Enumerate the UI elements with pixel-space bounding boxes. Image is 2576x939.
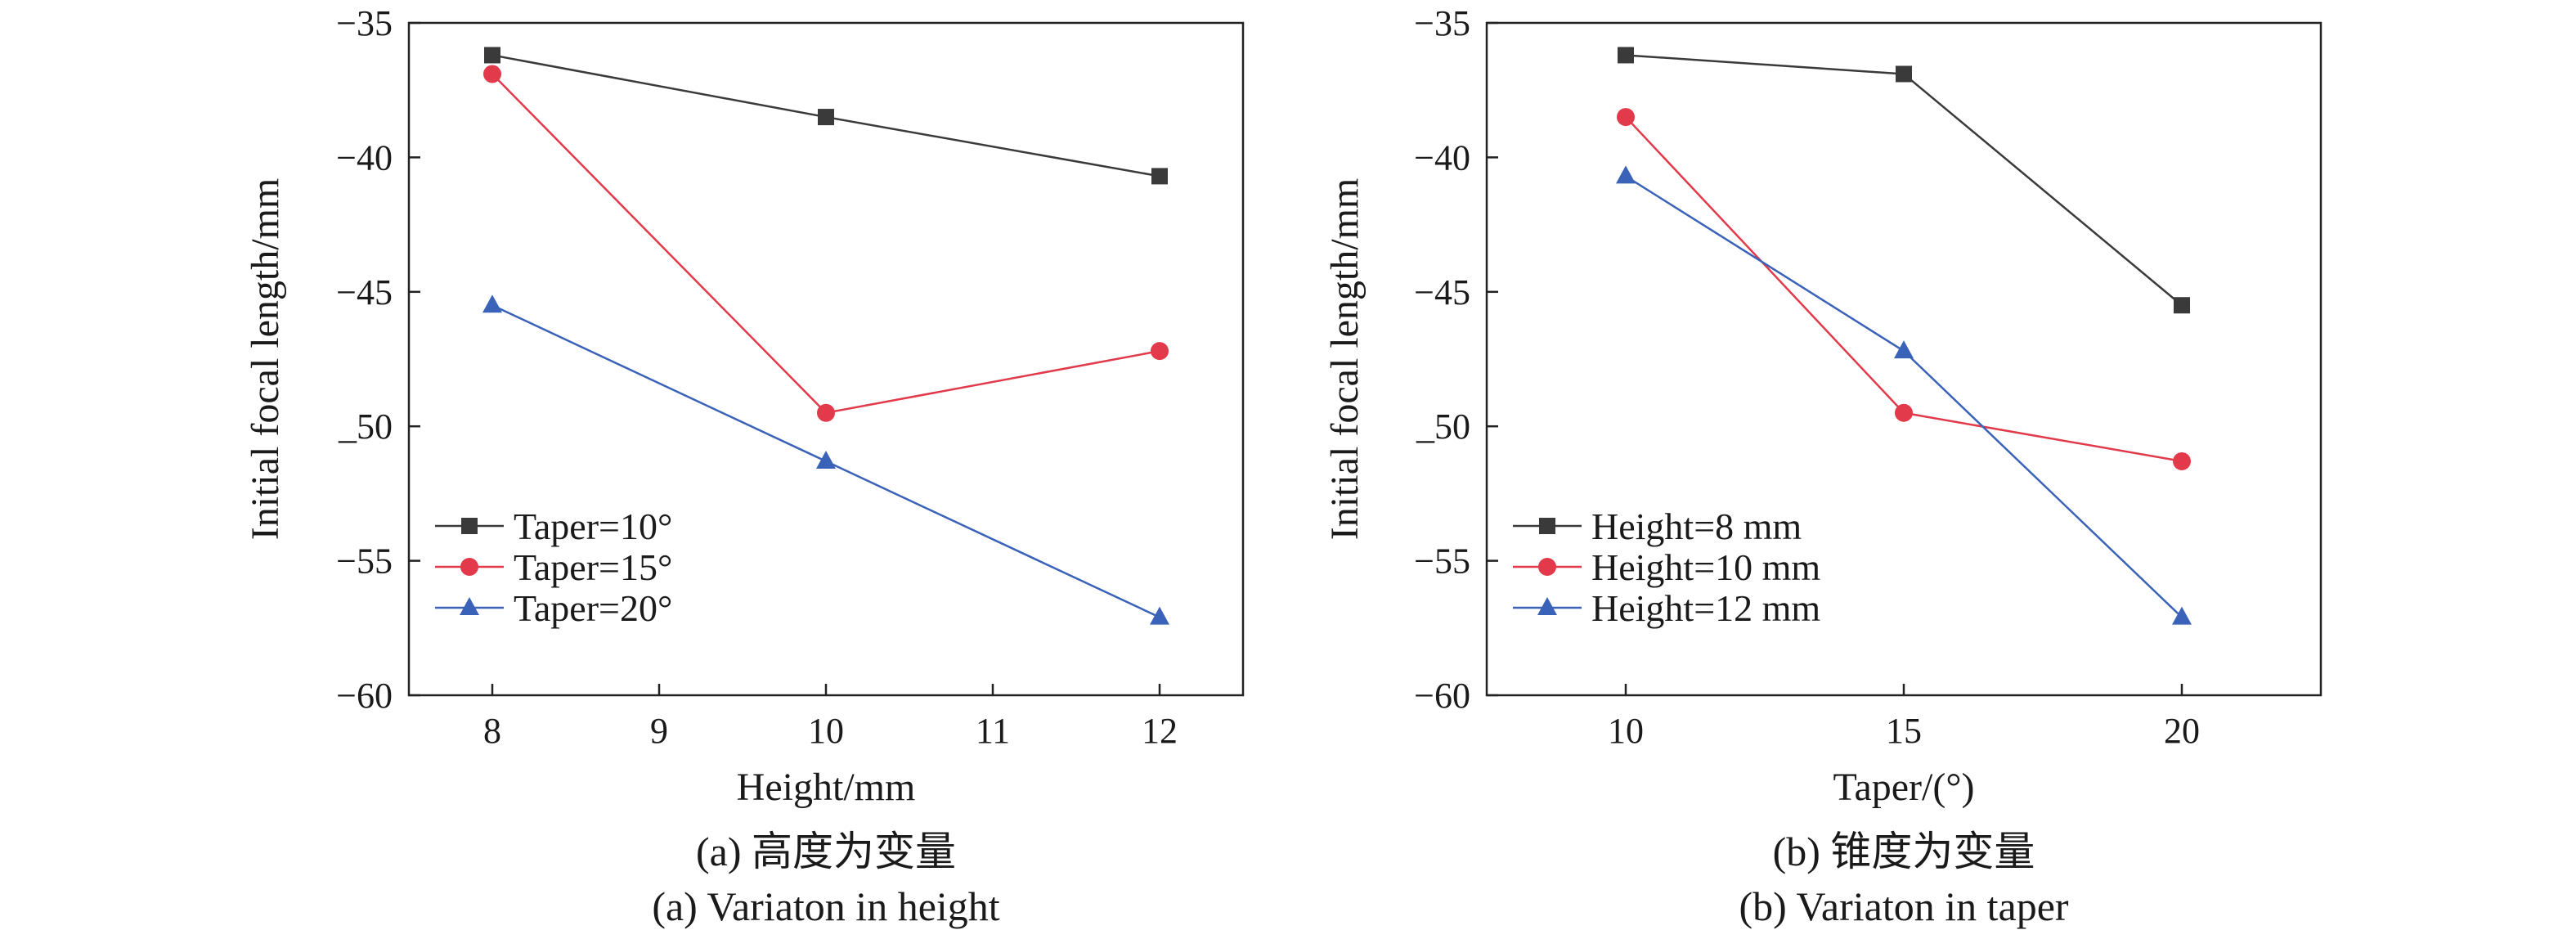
y-tick-label: −60 (336, 676, 393, 716)
data-point-series-1 (484, 47, 500, 64)
legend-label: Taper=10° (514, 505, 672, 547)
legend-label: Height=12 mm (1591, 587, 1820, 629)
legend-marker (460, 597, 479, 615)
caption-english: (a) Variaton in height (652, 883, 999, 929)
data-point-series-3 (1894, 340, 1914, 359)
data-point-series-1 (1896, 65, 1912, 83)
series-line-1 (1625, 54, 2183, 307)
caption-chinese: (a) 高度为变量 (696, 829, 956, 874)
legend-marker (1537, 597, 1557, 615)
y-tick-label: −45 (1414, 272, 1470, 312)
x-tick-label: 10 (808, 711, 844, 751)
y-tick-label: −55 (336, 541, 393, 582)
x-tick-label: 8 (483, 711, 501, 751)
x-tick-label: 9 (650, 711, 668, 751)
legend-marker (1539, 518, 1555, 534)
data-point-series-1 (818, 109, 834, 126)
caption-english: (b) Variaton in taper (1739, 883, 2068, 929)
data-point-series-2 (1895, 403, 1913, 422)
x-tick-label: 12 (1142, 711, 1178, 751)
data-point-series-2 (817, 403, 835, 422)
y-tick-label: −60 (1414, 676, 1470, 716)
data-point-series-2 (1151, 342, 1169, 361)
x-tick-label: 20 (2164, 711, 2200, 751)
data-point-series-2 (1617, 108, 1635, 127)
data-point-series-2 (2173, 452, 2191, 470)
data-point-series-3 (2172, 606, 2192, 625)
data-point-series-1 (2174, 297, 2190, 314)
y-tick-label: −35 (336, 3, 393, 43)
data-point-series-3 (482, 294, 502, 313)
y-tick-label: −40 (1414, 137, 1470, 177)
legend-label: Height=10 mm (1591, 546, 1820, 588)
legend-marker (460, 558, 478, 576)
legend-marker (461, 518, 478, 534)
data-point-series-1 (1618, 47, 1634, 64)
legend-marker (1538, 558, 1556, 576)
y-tick-label: _50 (1416, 407, 1470, 447)
x-axis-title: Height/mm (737, 766, 916, 809)
legend-label: Taper=15° (514, 546, 672, 588)
y-axis-title: Initial focal length/mm (244, 178, 287, 541)
data-point-series-3 (1616, 165, 1636, 184)
x-tick-label: 15 (1886, 711, 1922, 751)
legend-label: Taper=20° (514, 587, 672, 629)
y-tick-label: −35 (1414, 3, 1470, 43)
caption-chinese: (b) 锥度为变量 (1773, 829, 2035, 874)
data-point-series-2 (483, 65, 501, 83)
x-tick-label: 11 (976, 711, 1010, 751)
x-tick-label: 10 (1608, 711, 1644, 751)
y-tick-label: −40 (336, 137, 393, 177)
data-point-series-3 (1150, 606, 1169, 625)
x-axis-title: Taper/(°) (1833, 766, 1974, 809)
y-tick-label: _50 (338, 407, 393, 447)
chart-panel-height: 8 9 10 11 12−35−40−45_50−55−60 Taper=10°Tape… (244, 3, 1245, 929)
data-point-series-1 (1151, 168, 1168, 185)
y-tick-label: −55 (1414, 541, 1470, 582)
chart-panel-taper: 10 15 20−35−40−45_50−55−60 Height=8 mmHeig… (1323, 3, 2322, 929)
y-tick-label: −45 (336, 272, 393, 312)
y-axis-title: Initial focal length/mm (1323, 178, 1367, 541)
data-point-series-3 (816, 450, 836, 469)
legend-label: Height=8 mm (1591, 505, 1802, 547)
